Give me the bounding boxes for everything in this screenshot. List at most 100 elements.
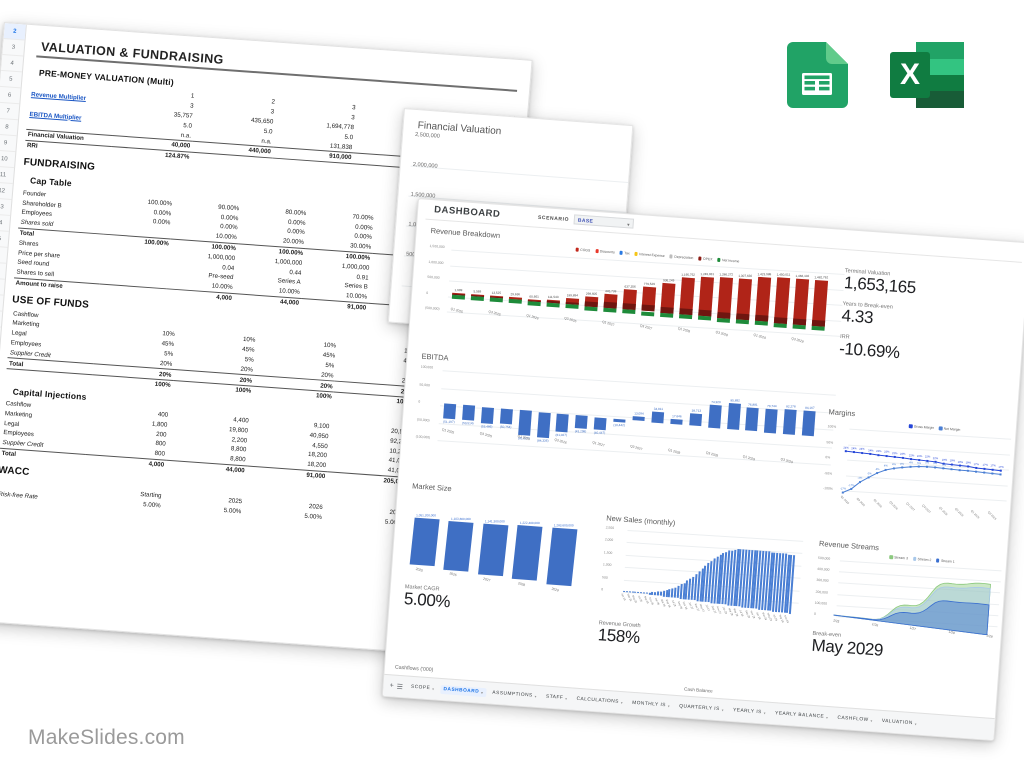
chevron-down-icon[interactable]: ▾ [914, 721, 918, 726]
market-size-bar[interactable] [443, 520, 474, 572]
sheet-tab-staff[interactable]: STAFF ▾ [543, 692, 571, 703]
ebitda-bar[interactable] [593, 416, 607, 430]
stacked-bar[interactable] [698, 276, 714, 317]
ebitda-bar[interactable] [726, 403, 741, 430]
bar-value-label: 1,286,272 [719, 272, 734, 277]
chevron-down-icon[interactable]: ▾ [763, 710, 767, 716]
new-sales-bar[interactable] [623, 590, 626, 592]
chevron-down-icon[interactable]: ▾ [721, 707, 725, 712]
all-sheets-icon[interactable]: ☰ [396, 683, 404, 691]
row-number[interactable]: 4 [0, 54, 24, 73]
row-number[interactable]: 9 [0, 134, 17, 153]
chevron-down-icon[interactable]: ▾ [620, 700, 624, 705]
ebitda-bar[interactable] [745, 407, 760, 432]
legend-swatch [936, 558, 940, 563]
row-number[interactable]: 10 [0, 150, 16, 169]
row-number[interactable]: 5 [0, 70, 22, 89]
new-sales-bar[interactable] [625, 590, 628, 592]
sheet-tab-valuation[interactable]: VALUATION ▾ [879, 717, 921, 729]
row-number[interactable]: 7 [0, 102, 20, 121]
row-number[interactable]: 11 [0, 166, 15, 185]
bar-value-label: 1,450,011 [777, 272, 791, 277]
ebitda-bar[interactable] [536, 411, 551, 439]
sheet-tab-quarterly-is[interactable]: QUARTERLY IS ▾ [676, 702, 727, 715]
ebitda-bar[interactable] [499, 408, 513, 425]
market-size-bar[interactable] [511, 525, 543, 581]
ebitda-bar[interactable] [632, 416, 645, 422]
ebitda-bar[interactable] [517, 410, 532, 436]
dashboard-sheet[interactable]: DASHBOARD SCENARIO BASE ▾ Revenue Breakd… [381, 198, 1024, 742]
sheet-tab-yearly-is[interactable]: YEARLY IS ▾ [730, 706, 770, 718]
row-number[interactable]: 12 [0, 182, 13, 200]
row-number[interactable]: 14 [0, 214, 11, 232]
chevron-down-icon[interactable]: ▾ [870, 718, 873, 723]
legend-swatch [619, 251, 623, 255]
stacked-bar[interactable] [660, 283, 676, 314]
sheet-tab-calculations[interactable]: CALCULATIONS ▾ [573, 695, 626, 708]
chevron-down-icon[interactable]: ▾ [432, 686, 435, 691]
new-sales-bar[interactable] [637, 592, 640, 593]
ebitda-bar[interactable] [707, 404, 722, 429]
scenario-dropdown[interactable]: BASE ▾ [573, 214, 635, 229]
sheet-tab-cashflow[interactable]: CASHFLOW ▾ [834, 714, 876, 726]
ebitda-bar[interactable] [613, 418, 626, 423]
stacked-bar[interactable] [736, 278, 752, 321]
market-size-bar[interactable] [477, 523, 508, 576]
chevron-down-icon[interactable]: ▾ [826, 715, 829, 720]
ebitda-value-label: 39,713 [691, 409, 701, 414]
ebitda-bar[interactable] [461, 405, 476, 422]
row-number[interactable]: 13 [0, 198, 12, 216]
sheet-tab-dashboard[interactable]: DASHBOARD ▾ [440, 684, 487, 698]
ebitda-bar[interactable] [783, 409, 797, 435]
sheet-tab-monthly-is[interactable]: MONTHLY IS ▾ [629, 699, 674, 711]
x-axis-label: Q1 2029 [753, 332, 767, 341]
legend-swatch [938, 426, 943, 431]
ebitda-bar[interactable] [764, 408, 779, 434]
row-number[interactable]: 8 [0, 118, 18, 137]
sheet-tab-bar[interactable]: + ☰ SCOPE ▾ DASHBOARD ▾ ASSUMPTIONS ▾ STAFF ▾ CA… [382, 673, 995, 741]
ebitda-bar[interactable] [670, 418, 683, 425]
row-number[interactable]: 3 [2, 39, 25, 57]
legend-item[interactable]: Tax [619, 251, 630, 255]
chevron-down-icon[interactable]: ▾ [565, 696, 568, 701]
market-size-bar[interactable] [409, 518, 440, 567]
bar-segment-net-income [622, 309, 636, 315]
stacked-bar[interactable] [641, 286, 657, 312]
x-axis-label: Nov 29 [783, 615, 790, 624]
sheet-tab-yearly-balance[interactable]: YEARLY BALANCE ▾ [772, 709, 832, 722]
dashboard-title: DASHBOARD [433, 204, 501, 220]
add-sheet-icon[interactable]: + [389, 682, 394, 690]
ebitda-value-label: (40,447) [593, 430, 606, 435]
sheet-tab-assumptions[interactable]: ASSUMPTIONS ▾ [489, 688, 540, 701]
new-sales-bar[interactable] [634, 591, 637, 593]
stacked-bar[interactable] [603, 293, 618, 309]
sheet-tab-label: VALUATION [881, 718, 913, 727]
stacked-bar[interactable] [754, 276, 772, 322]
row-number[interactable]: 6 [0, 86, 21, 105]
ebitda-value-label: (10,442) [613, 423, 625, 428]
row-number[interactable]: 15 [0, 230, 9, 248]
legend-swatch [912, 557, 917, 561]
stacked-bar[interactable] [679, 276, 695, 316]
row-number[interactable]: 2 [3, 23, 26, 41]
ebitda-bar[interactable] [443, 403, 457, 420]
ebitda-bar[interactable] [480, 406, 494, 424]
ebitda-value-label: 76,881 [748, 403, 759, 408]
ebitda-bar[interactable] [555, 413, 570, 433]
chevron-down-icon[interactable]: ▾ [480, 690, 484, 695]
market-size-bar[interactable] [546, 527, 577, 586]
new-sales-bar[interactable] [631, 591, 634, 593]
stacked-bar[interactable] [622, 289, 637, 311]
sheet-tab-scope[interactable]: SCOPE ▾ [408, 683, 438, 694]
new-sales-bar[interactable] [628, 591, 631, 592]
ebitda-bar[interactable] [801, 410, 816, 437]
ebitda-bar[interactable] [651, 411, 665, 423]
ebitda-bar[interactable] [688, 413, 702, 427]
bar-value-label: 1,423,988 [757, 271, 772, 276]
x-axis-label: Q3 2026 [563, 316, 577, 324]
chevron-down-icon[interactable]: ▾ [667, 703, 671, 709]
bar-value-label: 1,307,630 [738, 273, 753, 278]
ebitda-bar[interactable] [575, 415, 589, 430]
chevron-down-icon[interactable]: ▾ [534, 694, 538, 699]
stacked-bar[interactable] [717, 277, 733, 319]
